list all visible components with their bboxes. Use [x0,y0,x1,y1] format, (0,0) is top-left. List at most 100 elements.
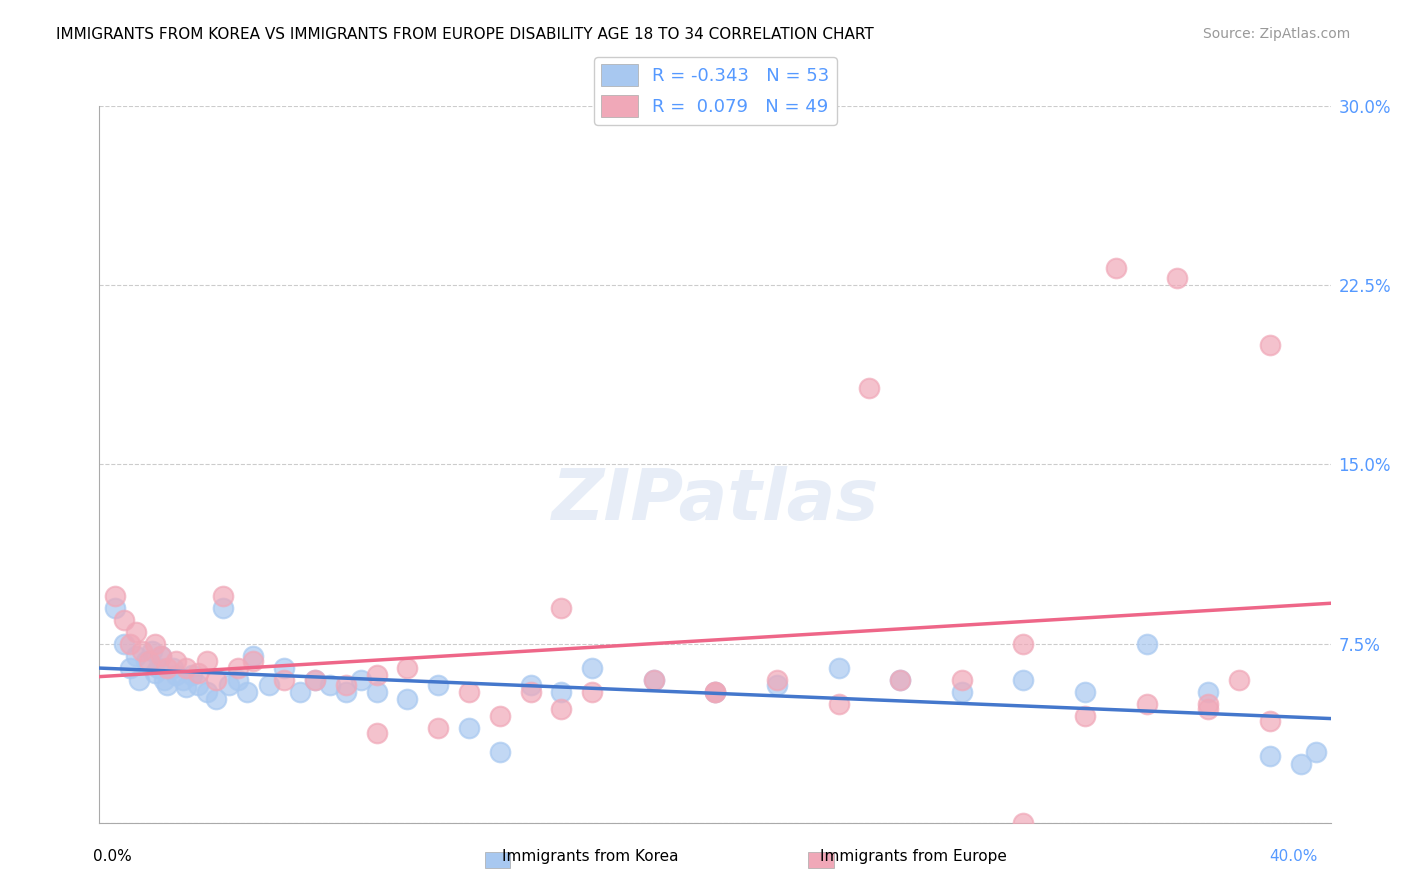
Point [205,673,228,687]
Point [143,637,166,651]
Point [581,685,603,699]
Point [889,673,911,687]
Point [149,648,172,663]
Point [273,673,295,687]
Point [112,637,135,651]
Point [1289,756,1312,771]
Point [1197,697,1219,711]
Point [273,661,295,675]
Point [128,673,150,687]
Point [366,725,388,739]
Point [396,661,419,675]
Point [458,685,481,699]
Point [242,654,264,668]
Point [550,685,572,699]
Point [1074,685,1097,699]
Point [304,673,326,687]
Point [427,721,450,735]
Point [396,692,419,706]
Point [242,648,264,663]
Point [236,685,259,699]
Point [112,613,135,627]
Point [195,685,218,699]
Point [104,601,127,615]
Point [165,654,187,668]
Point [149,648,172,663]
Text: Immigrants from Europe: Immigrants from Europe [821,849,1007,863]
Point [288,685,311,699]
Point [366,685,388,699]
Point [172,673,194,687]
Point [1136,637,1159,651]
Point [195,654,218,668]
Point [135,654,157,668]
Point [141,644,163,658]
Text: IMMIGRANTS FROM KOREA VS IMMIGRANTS FROM EUROPE DISABILITY AGE 18 TO 34 CORRELAT: IMMIGRANTS FROM KOREA VS IMMIGRANTS FROM… [56,27,875,42]
Point [1012,637,1035,651]
Legend: R = -0.343   N = 53, R =  0.079   N = 49: R = -0.343 N = 53, R = 0.079 N = 49 [595,57,837,125]
Point [1258,749,1281,764]
Point [319,678,342,692]
Point [120,661,142,675]
Point [858,381,880,395]
Point [104,589,127,603]
Point [211,589,233,603]
Point [162,661,184,675]
Point [180,668,202,682]
Point [366,668,388,682]
Point [1197,685,1219,699]
Point [1258,338,1281,352]
Point [1166,270,1188,285]
Point [226,673,249,687]
Point [704,685,727,699]
Point [146,661,169,675]
Point [165,668,187,682]
Point [458,721,481,735]
Point [550,601,572,615]
Point [427,678,450,692]
Point [704,685,727,699]
Point [643,673,665,687]
Point [488,708,510,723]
Point [174,680,197,694]
Point [1012,816,1035,830]
Point [218,678,240,692]
Point [125,648,148,663]
Point [827,661,849,675]
Point [211,601,233,615]
Point [643,673,665,687]
Point [1258,714,1281,728]
Point [704,685,727,699]
Point [205,692,228,706]
Point [226,661,249,675]
Point [519,678,541,692]
Point [257,678,280,692]
Point [827,697,849,711]
Point [138,654,160,668]
Point [156,661,179,675]
Point [1074,708,1097,723]
Point [187,665,209,680]
Point [125,625,148,640]
Point [335,685,357,699]
Point [1136,697,1159,711]
Point [766,678,789,692]
Point [1305,745,1327,759]
Text: Immigrants from Korea: Immigrants from Korea [502,849,679,863]
Point [131,644,153,658]
Point [1197,701,1219,715]
Point [950,685,973,699]
Point [143,665,166,680]
Point [581,661,603,675]
Text: Source: ZipAtlas.com: Source: ZipAtlas.com [1202,27,1350,41]
Point [350,673,373,687]
Point [519,685,541,699]
Point [335,678,357,692]
Point [304,673,326,687]
Text: 40.0%: 40.0% [1270,849,1317,863]
Point [187,678,209,692]
Point [1105,261,1128,276]
Point [1012,673,1035,687]
Point [156,678,179,692]
Point [550,701,572,715]
